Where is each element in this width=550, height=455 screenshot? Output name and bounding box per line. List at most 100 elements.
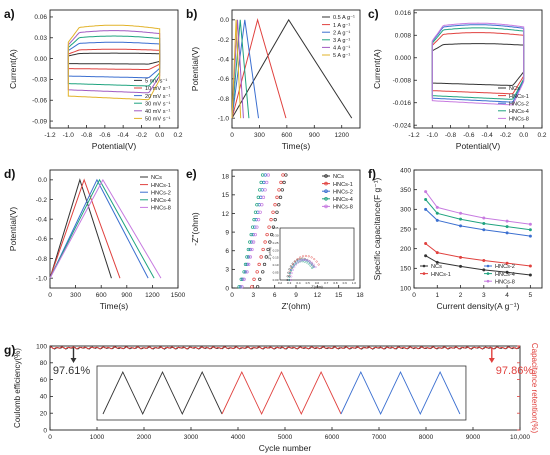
x-tick-label: 15 bbox=[335, 292, 343, 299]
inset-x-tick-label: 0.8 bbox=[333, 281, 338, 285]
nyquist-point bbox=[269, 218, 273, 222]
y-axis-label: Potential(V) bbox=[8, 207, 18, 252]
inset-frame bbox=[279, 227, 355, 281]
legend-label: HNCs-2 bbox=[495, 264, 515, 270]
nyquist-point bbox=[245, 270, 249, 274]
y-tick-label: 9 bbox=[225, 229, 229, 236]
inset-x-tick-label: 0.3 bbox=[287, 281, 292, 285]
y-axis-label: Current(A) bbox=[372, 49, 382, 89]
y-tick-label: -0.008 bbox=[393, 78, 412, 85]
x-tick-label: -0.6 bbox=[99, 132, 111, 139]
x-tick-label: -0.2 bbox=[500, 132, 512, 139]
inset-point bbox=[311, 263, 314, 266]
panel-c: -1.2 -1.0 -0.8 -0.6 -0.4 -0.2 0.0 0.2 -0.024 -0.0… bbox=[368, 7, 547, 151]
panel-f: 0 1 2 3 4 5 100 150 200 250 300 350 400 Current densi… bbox=[368, 167, 543, 311]
rate-point bbox=[482, 221, 486, 225]
rate-point bbox=[459, 264, 463, 268]
inset-y-tick-label: 0.00 bbox=[273, 278, 279, 282]
y-tick-label: 100 bbox=[400, 285, 411, 292]
rate-point bbox=[528, 264, 532, 268]
panel-g: 0 1000 2000 3000 4000 5000 6000 7000 8000 9000 10,… bbox=[4, 343, 539, 453]
inset-point bbox=[294, 260, 297, 263]
legend-label: HNCs-4 bbox=[151, 198, 171, 204]
nyquist-point bbox=[271, 210, 275, 214]
x-tick-label: 6 bbox=[273, 292, 277, 299]
y-tick-label: -0.4 bbox=[218, 56, 230, 63]
nyquist-point bbox=[260, 188, 264, 192]
legend-label: 0.5 A g⁻¹ bbox=[333, 15, 355, 21]
nyquist-point bbox=[258, 210, 262, 214]
nyquist-point bbox=[248, 240, 252, 244]
rate-point bbox=[505, 225, 509, 229]
x-tick-label: -1.2 bbox=[408, 132, 420, 139]
legend-label: 50 mV s⁻¹ bbox=[145, 117, 170, 123]
nyquist-point bbox=[248, 255, 252, 259]
legend-label: HNCs-4 bbox=[509, 109, 529, 115]
y-tick-label: 6 bbox=[225, 248, 229, 255]
inset-point bbox=[291, 268, 294, 271]
inset-point bbox=[288, 268, 291, 271]
nyquist-point bbox=[241, 277, 245, 281]
legend-label: HNCs-8 bbox=[151, 206, 171, 212]
legend-label: HNCs-4 bbox=[333, 197, 353, 203]
y-tick-label: -0.024 bbox=[393, 122, 412, 129]
gcd-curve bbox=[49, 178, 121, 279]
nyquist-point bbox=[269, 232, 274, 237]
inset-point bbox=[291, 266, 294, 269]
x-tick-label: 4000 bbox=[231, 434, 246, 441]
x-axis-label: Time(s) bbox=[100, 301, 129, 311]
inset-y-tick-label: 0.30 bbox=[273, 233, 279, 237]
y-axis-label: Current(A) bbox=[8, 49, 18, 89]
panel-label: g) bbox=[4, 343, 15, 357]
nyquist-point bbox=[279, 180, 283, 185]
nyquist-point bbox=[261, 195, 266, 199]
legend-label: 5 A g⁻¹ bbox=[333, 53, 350, 59]
rate-point bbox=[435, 211, 439, 215]
cv-curve bbox=[67, 24, 161, 101]
nyquist-point bbox=[277, 203, 281, 207]
nyquist-point bbox=[265, 232, 269, 237]
y-tick-label: 12 bbox=[222, 211, 230, 218]
nyquist-point bbox=[251, 240, 256, 244]
y-tick-label: 0.00 bbox=[34, 56, 47, 63]
x-tick-label: -1.0 bbox=[63, 132, 75, 139]
panel-a: -1.2 -1.0 -0.8 -0.6 -0.4 -0.2 0.0 0.2 -0.09 -0.06… bbox=[4, 7, 183, 151]
legend-marker bbox=[422, 264, 426, 268]
y-tick-label: -0.2 bbox=[218, 37, 230, 44]
nyquist-point bbox=[261, 247, 265, 252]
y-tick-label: 20 bbox=[40, 411, 48, 418]
x-tick-label: 0 bbox=[230, 292, 234, 299]
y-tick-label: -0.016 bbox=[393, 100, 412, 107]
nyquist-point bbox=[242, 277, 246, 281]
y-tick-label: 0.06 bbox=[34, 14, 47, 21]
nyquist-point bbox=[255, 285, 260, 289]
legend-marker bbox=[486, 272, 490, 275]
nyquist-point bbox=[253, 225, 257, 229]
y-tick-label: -1.0 bbox=[218, 115, 230, 122]
x-tick-label: 1000 bbox=[90, 434, 105, 441]
x-axis-label: Cycle number bbox=[259, 443, 312, 453]
x-tick-label: -0.6 bbox=[463, 132, 475, 139]
nyquist-point bbox=[252, 277, 256, 281]
nyquist-point bbox=[255, 225, 259, 229]
nyquist-point bbox=[275, 195, 279, 199]
inset-point bbox=[288, 274, 291, 277]
inset-point bbox=[301, 259, 304, 262]
plot-frame bbox=[413, 9, 543, 129]
panel-label: d) bbox=[4, 167, 15, 181]
nyquist-point bbox=[259, 255, 263, 259]
x-tick-label: 2 bbox=[459, 292, 463, 299]
rate-point bbox=[505, 231, 509, 235]
x-tick-label: 9 bbox=[294, 292, 298, 299]
nyquist-point bbox=[255, 270, 259, 274]
y-tick-label: 3 bbox=[225, 267, 229, 274]
cv-curve bbox=[431, 43, 525, 87]
legend-label: HNCs-1 bbox=[151, 183, 171, 189]
inset-point bbox=[288, 275, 291, 278]
rate-point bbox=[505, 270, 509, 274]
y-tick-label: 0 bbox=[225, 285, 229, 292]
rate-point bbox=[435, 218, 439, 222]
inset-point bbox=[289, 272, 292, 275]
inset-y-tick-label: 0.35 bbox=[273, 226, 279, 230]
nyquist-point bbox=[253, 232, 257, 237]
